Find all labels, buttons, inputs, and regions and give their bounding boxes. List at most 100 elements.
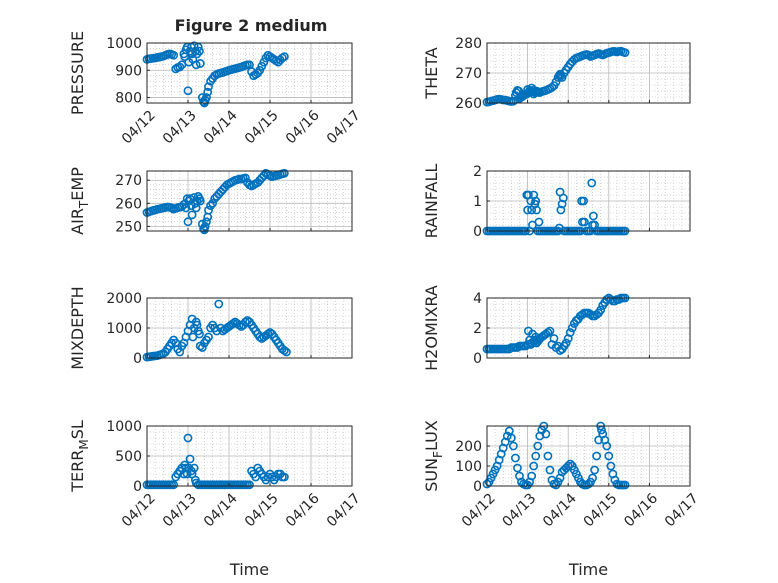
y-axis-label: RAINFALL (422, 164, 441, 239)
y-tick-label: 900 (115, 63, 142, 79)
data-point (620, 480, 630, 490)
data-point (602, 295, 612, 304)
data-point (191, 60, 201, 70)
y-tick-label: 1000 (106, 419, 142, 435)
data-point (185, 454, 195, 464)
subplot-6: 0 2 4 H2OMIXRA (422, 285, 691, 371)
y-axis-label: PRESSURE (68, 31, 87, 115)
data-point (523, 205, 532, 215)
data-point (259, 171, 269, 181)
data-point (578, 310, 587, 319)
data-point (592, 451, 602, 461)
data-point (543, 451, 553, 461)
data-point (557, 73, 567, 82)
data-point (584, 479, 593, 489)
subplot-3: 250 260 270 AIRTEMP (68, 167, 353, 235)
y-tick-label: 4 (473, 291, 482, 307)
y-tick-label: 260 (455, 96, 482, 112)
y-tick-label: 0 (133, 479, 142, 495)
data-point (192, 320, 202, 330)
data-point (620, 48, 630, 57)
data-point (214, 299, 224, 309)
data-point (549, 334, 559, 343)
data-point (177, 202, 187, 211)
data-point (567, 323, 577, 333)
y-tick-label: 2000 (106, 291, 142, 307)
y-tick-label: 100 (455, 459, 482, 475)
data-point (529, 461, 539, 471)
data-point (561, 338, 571, 348)
data-point (541, 429, 551, 439)
data-point (245, 480, 254, 490)
data-point (187, 210, 197, 220)
data-point (533, 441, 543, 451)
data-point (551, 77, 561, 87)
y-axis-label: MIXDEPTH (68, 286, 87, 369)
data-point (204, 332, 213, 342)
data-point (606, 295, 616, 304)
data-point (240, 173, 250, 183)
y-tick-label: 260 (115, 196, 142, 212)
data-point (204, 82, 213, 92)
data-point (580, 217, 589, 227)
y-tick-label: 1000 (106, 321, 142, 337)
data-point (511, 453, 520, 463)
data-point (204, 205, 213, 215)
data-point (557, 199, 567, 209)
axes-box (146, 170, 353, 232)
data-point (545, 465, 555, 475)
data-point (543, 328, 553, 337)
data-point (279, 52, 289, 62)
subplot-4: 0 1 2 RAINFALL (422, 164, 691, 240)
data-point (203, 87, 213, 97)
data-point (169, 480, 179, 490)
data-point (183, 433, 193, 443)
data-point (504, 344, 514, 354)
axes-box (146, 42, 353, 104)
data-point (195, 59, 205, 68)
data-point (547, 83, 557, 92)
data-point (506, 433, 516, 443)
data-point (596, 305, 606, 315)
data-point (195, 46, 204, 56)
subplot-5: 0 1000 2000 MIXDEPTH (68, 286, 353, 370)
data-point (586, 310, 595, 319)
plot-area (146, 42, 353, 104)
subplot-2: 260 270 280 THETA (422, 36, 691, 112)
data-point (202, 93, 211, 102)
y-tick-label: 2 (473, 321, 482, 337)
y-tick-label: 270 (115, 173, 142, 189)
data-point (195, 329, 204, 339)
data-point (563, 461, 573, 471)
data-point (614, 295, 624, 304)
data-point (508, 441, 518, 451)
data-point (531, 451, 541, 461)
data-point (534, 217, 544, 227)
x-axis-label: Time (229, 560, 269, 579)
y-tick-label: 1000 (106, 36, 142, 52)
y-axis-label: H2OMIXRA (422, 285, 441, 371)
data-point (183, 217, 193, 227)
y-tick-label: 0 (473, 479, 482, 495)
data-point (206, 201, 215, 211)
data-point (594, 435, 604, 445)
data-point (281, 347, 291, 357)
data-point (279, 168, 289, 178)
y-axis-label: TERRMSL (68, 420, 91, 493)
data-point (199, 225, 209, 235)
data-point (192, 196, 202, 206)
data-point (195, 196, 205, 206)
data-point (189, 463, 199, 473)
data-point (197, 343, 207, 352)
data-point (531, 196, 541, 206)
y-tick-label: 800 (115, 91, 142, 107)
data-point (587, 178, 597, 188)
data-point (565, 459, 575, 469)
y-tick-label: 500 (115, 449, 142, 465)
data-point (588, 473, 597, 483)
data-point (200, 221, 210, 231)
data-point (527, 471, 537, 481)
chart-title: Figure 2 medium (175, 16, 328, 35)
y-axis-label: THETA (422, 47, 441, 99)
